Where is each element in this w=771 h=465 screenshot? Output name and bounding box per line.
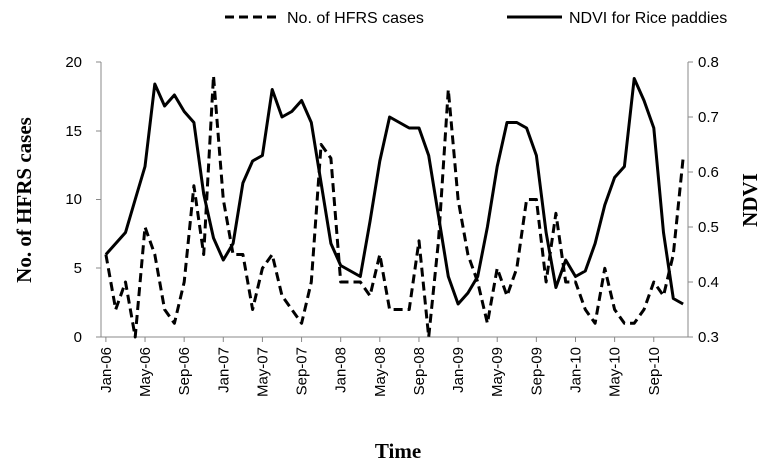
y2-tick-label: 0.7 [698, 109, 719, 126]
x-tick-label: May-08 [372, 347, 389, 397]
legend-label-hfrs: No. of HFRS cases [287, 10, 424, 27]
x-ticks: Jan-06 May-06 Sep-06 Jan-07 May-07 Sep-07 Jan-… [98, 337, 663, 397]
y2-tick-label: 0.6 [698, 164, 719, 181]
x-tick-label: May-10 [607, 347, 624, 397]
x-tick-label: Jan-06 [98, 347, 115, 393]
legend: No. of HFRS cases NDVI for Rice paddies [225, 10, 727, 27]
y2-tick-label: 0.5 [698, 219, 719, 236]
y-axis-title: No. of HFRS cases [12, 117, 36, 283]
x-tick-label: Sep-06 [176, 347, 193, 395]
x-tick-label: Sep-08 [411, 347, 428, 395]
series-layer [104, 74, 685, 339]
left-y-ticks: 0 5 10 15 20 [65, 54, 101, 346]
y-tick-label: 20 [65, 54, 82, 71]
x-tick-label: May-06 [137, 347, 154, 397]
legend-label-ndvi: NDVI for Rice paddies [569, 10, 727, 27]
x-tick-label: Jan-10 [567, 347, 584, 393]
x-tick-label: May-07 [254, 347, 271, 397]
y2-tick-label: 0.8 [698, 54, 719, 71]
x-tick-label: Jan-08 [333, 347, 350, 393]
x-tick-label: Sep-07 [294, 347, 311, 395]
y-tick-label: 10 [65, 191, 82, 208]
right-y-ticks: 0.3 0.4 0.5 0.6 0.7 0.8 [688, 54, 719, 346]
y2-tick-label: 0.3 [698, 329, 719, 346]
y-tick-label: 15 [65, 123, 82, 140]
x-tick-label: Jan-07 [215, 347, 232, 393]
x-tick-label: May-09 [489, 347, 506, 397]
y-tick-label: 5 [74, 260, 82, 277]
x-tick-label: Sep-09 [528, 347, 545, 395]
y-tick-label: 0 [74, 329, 82, 346]
x-tick-label: Sep-10 [646, 347, 663, 395]
y2-tick-label: 0.4 [698, 274, 719, 291]
x-tick-label: Jan-09 [450, 347, 467, 393]
x-axis-title: Time [375, 439, 421, 463]
series-line-hfrs-cases [104, 74, 685, 339]
y2-axis-title: NDVI [738, 173, 762, 227]
series-line-ndvi-rice-paddies [104, 77, 684, 306]
